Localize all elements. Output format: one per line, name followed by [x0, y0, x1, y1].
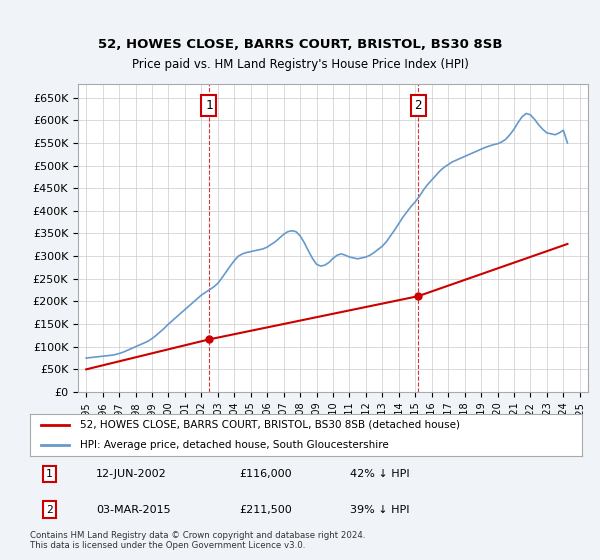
Text: 42% ↓ HPI: 42% ↓ HPI — [350, 469, 410, 479]
Text: 1: 1 — [46, 469, 53, 479]
Text: 39% ↓ HPI: 39% ↓ HPI — [350, 505, 410, 515]
Text: HPI: Average price, detached house, South Gloucestershire: HPI: Average price, detached house, Sout… — [80, 440, 388, 450]
Text: 03-MAR-2015: 03-MAR-2015 — [96, 505, 171, 515]
Text: 1: 1 — [205, 99, 212, 112]
Text: Contains HM Land Registry data © Crown copyright and database right 2024.
This d: Contains HM Land Registry data © Crown c… — [30, 531, 365, 550]
Text: 52, HOWES CLOSE, BARRS COURT, BRISTOL, BS30 8SB: 52, HOWES CLOSE, BARRS COURT, BRISTOL, B… — [98, 38, 502, 52]
Text: Price paid vs. HM Land Registry's House Price Index (HPI): Price paid vs. HM Land Registry's House … — [131, 58, 469, 71]
Text: 2: 2 — [46, 505, 53, 515]
Text: £211,500: £211,500 — [240, 505, 293, 515]
Text: 12-JUN-2002: 12-JUN-2002 — [96, 469, 167, 479]
Text: 2: 2 — [415, 99, 422, 112]
Text: £116,000: £116,000 — [240, 469, 292, 479]
Text: 52, HOWES CLOSE, BARRS COURT, BRISTOL, BS30 8SB (detached house): 52, HOWES CLOSE, BARRS COURT, BRISTOL, B… — [80, 420, 460, 430]
